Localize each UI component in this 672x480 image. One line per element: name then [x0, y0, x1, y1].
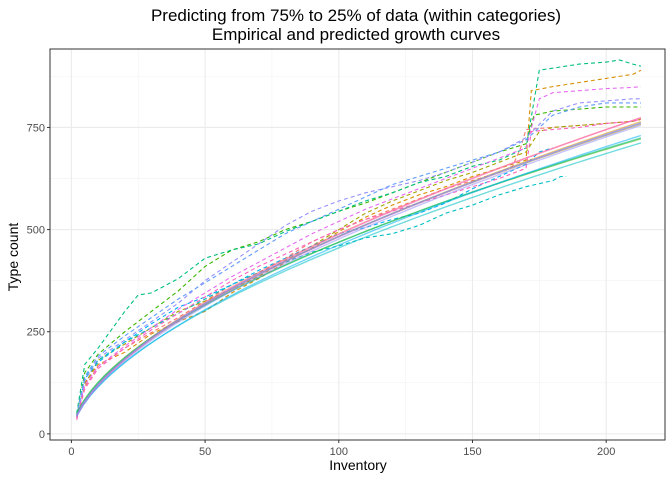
empirical-series-line	[76, 59, 642, 414]
y-axis-title: Type count	[5, 223, 21, 292]
empirical-series-line	[76, 147, 553, 418]
x-tick-label: 100	[330, 446, 348, 458]
y-tick-label: 750	[27, 122, 45, 134]
empirical-series-line	[76, 86, 641, 418]
y-tick-label: 500	[27, 225, 45, 237]
predicted-curves	[76, 117, 642, 417]
x-tick-label: 150	[463, 446, 481, 458]
x-axis: 0 50 100 150 200	[68, 440, 615, 458]
plot-panel	[49, 48, 666, 441]
y-tick-label: 0	[39, 429, 45, 441]
x-tick-label: 0	[68, 446, 74, 458]
predicted-curve-line	[76, 124, 642, 417]
empirical-series-line	[76, 118, 642, 420]
x-tick-label: 200	[597, 446, 615, 458]
x-axis-title: Inventory	[329, 457, 387, 473]
empirical-series-line	[76, 69, 642, 418]
chart-title: Predicting from 75% to 25% of data (with…	[151, 6, 561, 25]
y-axis: 0 250 500 750	[27, 122, 50, 441]
empirical-series-line	[76, 175, 567, 416]
plot-border	[49, 48, 666, 441]
predicted-curve-line	[76, 122, 642, 416]
empirical-series-line	[76, 118, 642, 420]
empirical-series-line	[76, 106, 641, 416]
plot-background	[50, 49, 665, 440]
predicted-curve-line	[76, 134, 642, 417]
empirical-curves	[76, 59, 642, 420]
major-gridlines	[50, 49, 665, 440]
y-tick-label: 250	[27, 327, 45, 339]
empirical-series-line	[76, 98, 641, 417]
x-tick-label: 50	[199, 446, 211, 458]
chart-subtitle: Empirical and predicted growth curves	[212, 25, 500, 44]
